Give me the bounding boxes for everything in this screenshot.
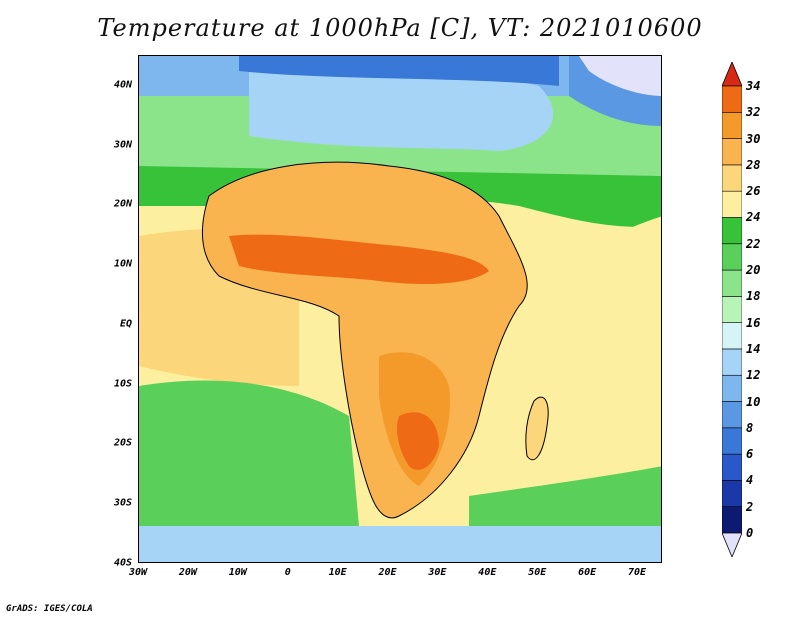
lon-tick-label: 40E bbox=[478, 567, 497, 578]
colorbar-tick-label: 16 bbox=[746, 315, 761, 330]
colorbar-over-triangle bbox=[722, 62, 742, 87]
lon-tick-label: 30W bbox=[128, 567, 148, 578]
colorbar-tick-label: 30 bbox=[746, 131, 761, 146]
mediterranean-cold bbox=[249, 64, 554, 151]
colorbar-tick-label: 18 bbox=[746, 289, 761, 304]
colorbar-bin bbox=[722, 164, 742, 192]
africa-coastline bbox=[201, 161, 528, 519]
colorbar-tick-label: 8 bbox=[746, 420, 754, 435]
colorbar-bin bbox=[722, 217, 742, 245]
colorbar-bin bbox=[722, 269, 742, 297]
lat-tick-label: 20N bbox=[113, 198, 132, 210]
lat-tick-label: 40S bbox=[113, 557, 132, 569]
colorbar-tick-label: 26 bbox=[746, 184, 761, 199]
lon-tick-label: 70E bbox=[628, 567, 647, 578]
colorbar-tick-label: 6 bbox=[746, 447, 754, 462]
kalahari-hot bbox=[397, 412, 439, 470]
colorbar bbox=[722, 62, 742, 557]
colorbar-bin bbox=[722, 374, 742, 402]
lon-tick-label: 10E bbox=[328, 567, 347, 578]
colorbar-tick-label: 10 bbox=[746, 394, 761, 409]
southern-ocean-cool bbox=[139, 526, 661, 562]
colorbar-bin bbox=[722, 111, 742, 139]
lat-tick-label: 40N bbox=[113, 79, 132, 91]
lon-tick-label: 50E bbox=[528, 567, 547, 578]
colorbar-tick-label: 0 bbox=[746, 526, 754, 540]
chart-title: Temperature at 1000hPa [C], VT: 20210106… bbox=[97, 14, 703, 42]
colorbar-tick-label: 22 bbox=[746, 236, 761, 251]
colorbar-bin bbox=[722, 348, 742, 376]
south-indian-green bbox=[469, 466, 661, 536]
colorbar-tick-label: 34 bbox=[746, 79, 761, 93]
plateau-snow bbox=[579, 56, 661, 96]
south-atlantic-green bbox=[139, 380, 359, 526]
madagascar-outline bbox=[525, 396, 549, 461]
colorbar-bin bbox=[722, 453, 742, 481]
temperature-map bbox=[138, 55, 662, 563]
sahel-hot bbox=[229, 234, 489, 284]
lon-tick-label: 30E bbox=[428, 567, 447, 578]
europe-cold bbox=[239, 56, 559, 86]
colorbar-tick-label: 14 bbox=[746, 341, 761, 356]
colorbar-bin bbox=[722, 296, 742, 323]
colorbar-bin bbox=[722, 401, 742, 429]
tropical-indian bbox=[519, 216, 661, 456]
colorbar-bin bbox=[722, 85, 742, 113]
lon-tick-label: 60E bbox=[578, 567, 597, 578]
colorbar-bin bbox=[722, 480, 742, 508]
lon-tick-label: 0 bbox=[284, 567, 291, 578]
colorbar-bin bbox=[722, 138, 742, 166]
colorbar-tick-label: 28 bbox=[746, 157, 761, 172]
colorbar-bin bbox=[722, 427, 742, 455]
colorbar-under-triangle bbox=[722, 532, 742, 557]
colorbar-bin bbox=[722, 322, 742, 350]
colorbar-bin bbox=[722, 243, 742, 271]
lat-tick-label: 20S bbox=[113, 437, 132, 449]
colorbar-tick-label: 4 bbox=[746, 473, 754, 488]
lat-tick-label: 10S bbox=[113, 378, 132, 390]
colorbar-tick-label: 12 bbox=[746, 368, 761, 383]
lon-tick-label: 20E bbox=[378, 567, 397, 578]
lon-tick-label: 20W bbox=[178, 567, 197, 578]
lat-tick-label: 30S bbox=[113, 497, 132, 509]
temperature-field bbox=[139, 56, 661, 562]
colorbar-tick-label: 32 bbox=[746, 105, 761, 120]
colorbar-bin bbox=[722, 506, 742, 534]
lat-tick-label: EQ bbox=[119, 318, 132, 330]
credit-text: GrADS: IGES/COLA bbox=[6, 604, 93, 614]
lat-tick-label: 30N bbox=[113, 139, 132, 151]
lat-tick-label: 10N bbox=[113, 258, 132, 270]
colorbar-tick-label: 24 bbox=[746, 210, 761, 225]
colorbar-tick-label: 2 bbox=[746, 499, 754, 514]
colorbar-tick-label: 20 bbox=[746, 263, 761, 278]
colorbar-bin bbox=[722, 190, 742, 218]
lon-tick-label: 10W bbox=[228, 567, 247, 578]
